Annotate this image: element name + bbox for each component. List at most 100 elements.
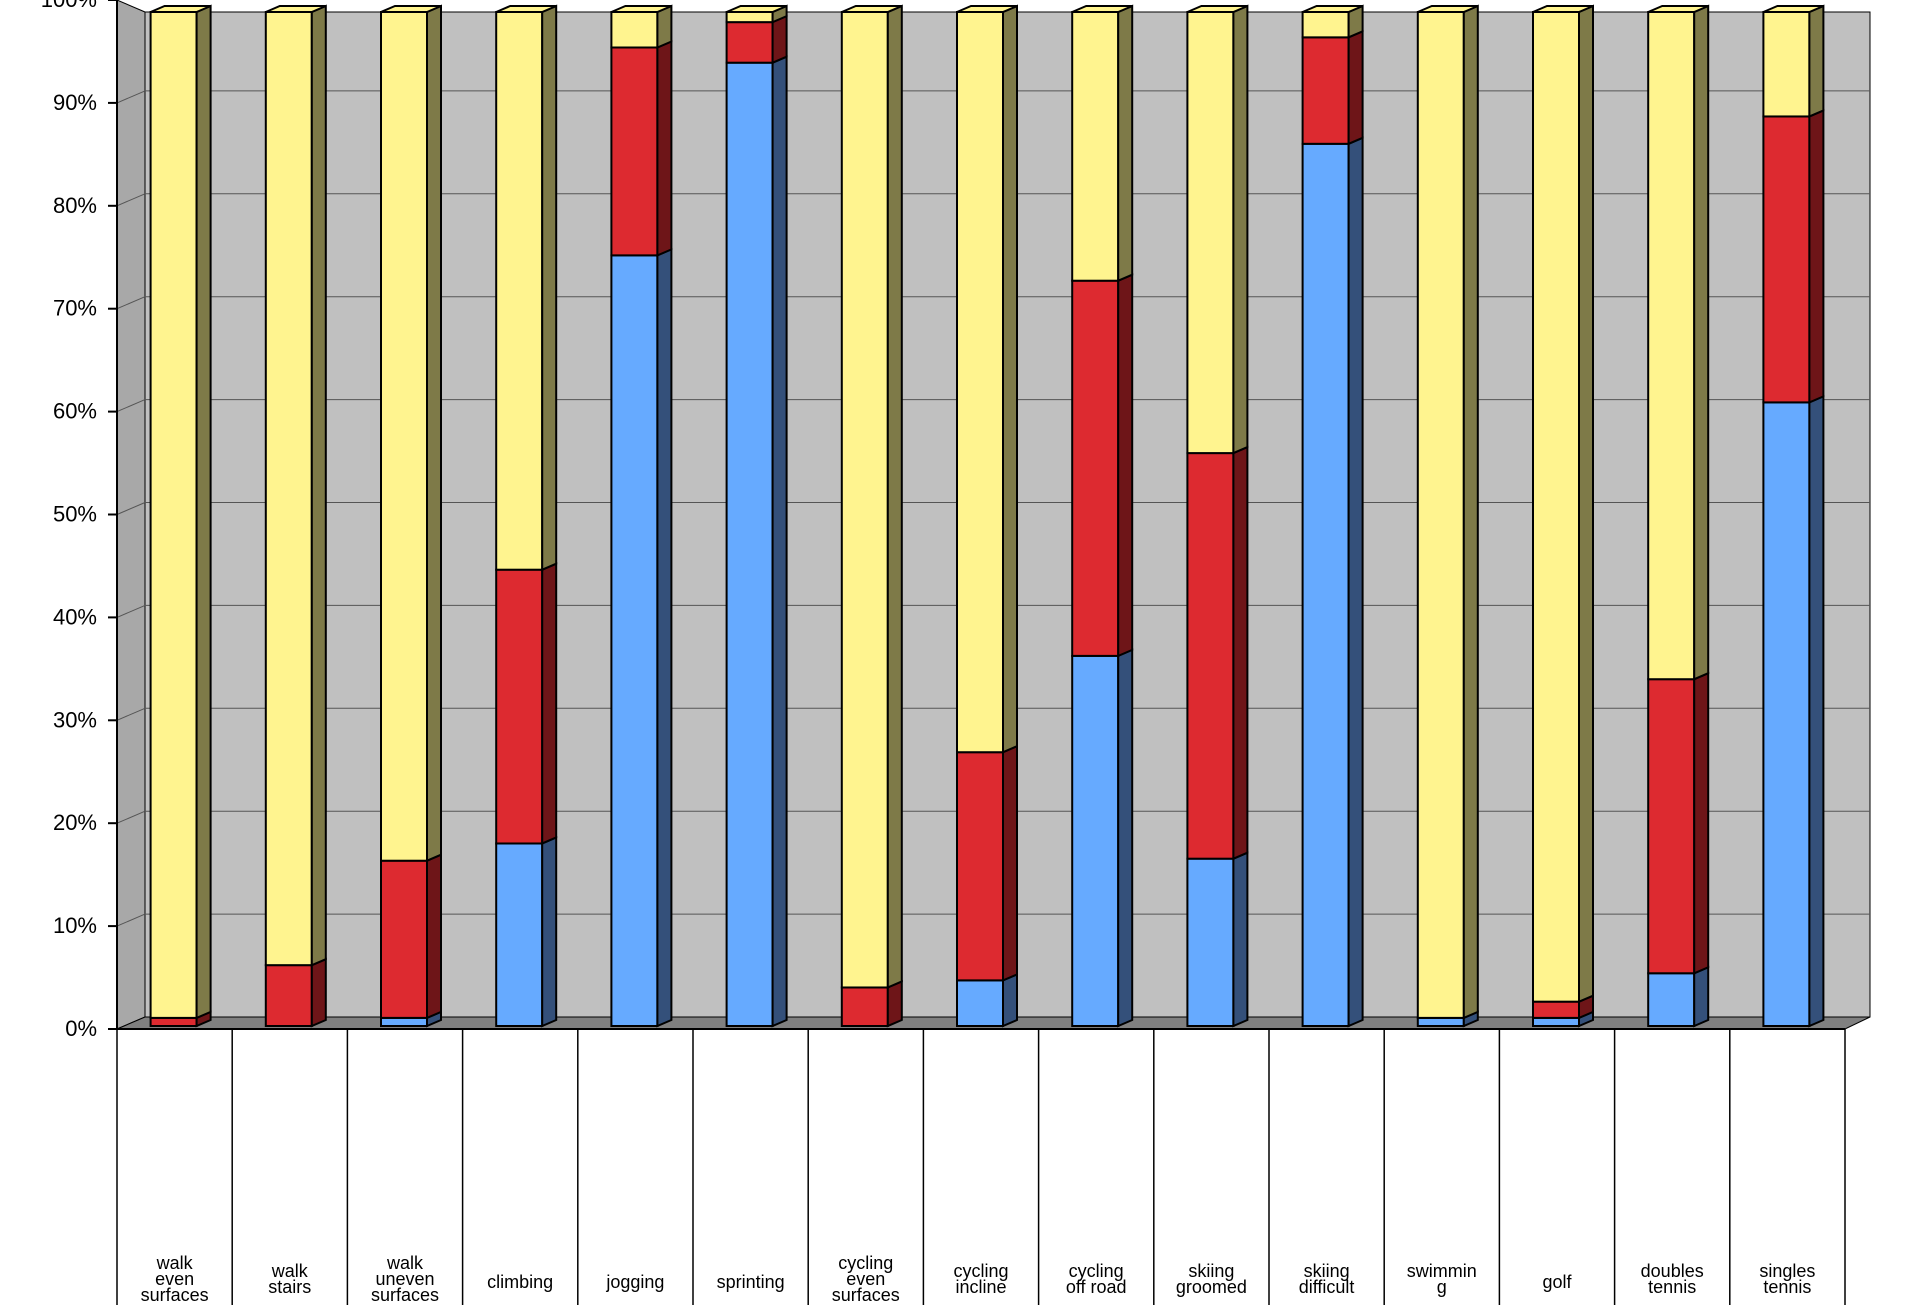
bar-segment — [264, 11, 313, 967]
bar-segment — [1532, 11, 1580, 1003]
bar-top — [1647, 5, 1709, 13]
axes — [108, 0, 1845, 1030]
y-tick-label: 0% — [65, 1016, 97, 1041]
bar-top — [150, 5, 211, 13]
bar-top — [1302, 5, 1363, 13]
side-wall — [116, 0, 146, 1030]
bar-segment-side — [195, 4, 212, 1020]
x-tick-label: cycling — [953, 1261, 1008, 1281]
bar-segment — [1301, 142, 1350, 1027]
x-tick-label: surfaces — [832, 1285, 900, 1305]
x-tick-label: stairs — [268, 1277, 311, 1297]
y-tick-label: 100% — [41, 0, 97, 12]
bar-segment-side — [656, 247, 673, 1028]
bar-segment-side — [310, 957, 327, 1028]
x-tick-label: difficult — [1299, 1277, 1355, 1297]
bar-segment — [149, 1016, 198, 1027]
bar-segment-side — [656, 39, 673, 257]
bar-segment-side — [1693, 965, 1710, 1028]
bars — [149, 4, 1825, 1028]
x-tick-label: surfaces — [371, 1285, 439, 1305]
bar-segment-side — [1693, 4, 1710, 681]
bar-segment — [1071, 11, 1120, 282]
bar-segment-side — [1002, 744, 1018, 982]
y-tick-label: 60% — [53, 399, 97, 424]
gridline-side — [116, 913, 146, 927]
x-tick-label: tennis — [1763, 1277, 1811, 1297]
bar-segment-side — [1117, 273, 1134, 658]
bar-segment — [380, 11, 428, 862]
bar-segment — [840, 986, 889, 1028]
bar-top — [495, 5, 557, 13]
x-tick-label: climbing — [487, 1272, 553, 1292]
x-tick-label: even — [155, 1269, 194, 1289]
x-tick-label: jogging — [605, 1272, 664, 1292]
bar-segment-side — [1347, 136, 1364, 1028]
bar-segment-side — [886, 4, 903, 989]
bar-segment — [1301, 11, 1350, 39]
bar-segment-side — [1808, 394, 1825, 1028]
bar-segment-side — [656, 4, 673, 50]
gridline-side — [116, 90, 146, 104]
y-axis-tick-labels: 0% 10% 20% 30% 40% 50% 60% 70% 80% 90% 100% — [41, 0, 97, 1041]
bar-segment — [1301, 36, 1350, 145]
x-tick-label: tennis — [1648, 1277, 1696, 1297]
bar-segment — [956, 11, 1004, 754]
bar-segment — [1186, 11, 1235, 455]
x-tick-label: golf — [1542, 1272, 1572, 1292]
bar-segment — [610, 11, 659, 49]
bar-top — [611, 5, 672, 13]
x-tick-label: cycling — [1069, 1261, 1124, 1281]
gridline-side — [116, 296, 146, 310]
bar-top — [841, 5, 903, 13]
bar-segment-side — [426, 4, 442, 863]
x-tick-label: g — [1437, 1277, 1447, 1297]
bar-top — [726, 5, 787, 13]
bar-segment — [1647, 678, 1696, 975]
bar-segment — [264, 964, 313, 1027]
bar-segment — [495, 11, 544, 571]
x-tick-label: sprinting — [717, 1272, 785, 1292]
bar-segment-side — [1462, 4, 1479, 1020]
x-tick-label: groomed — [1176, 1277, 1247, 1297]
bar-segment — [1647, 972, 1696, 1027]
bar-top — [1532, 5, 1594, 13]
x-tick-label: cycling — [838, 1253, 893, 1273]
y-tick-label: 80% — [53, 193, 97, 218]
bar-top — [1417, 5, 1479, 13]
bar-segment — [1186, 857, 1235, 1027]
x-tick-label: uneven — [375, 1269, 434, 1289]
bar-segment — [610, 46, 659, 257]
bar-segment-side — [1693, 671, 1710, 975]
bar-segment-side — [1232, 445, 1249, 861]
bar-segment — [956, 751, 1004, 982]
bar-segment-side — [1232, 851, 1249, 1028]
bar-top — [956, 5, 1018, 13]
bar-top — [1071, 5, 1133, 13]
bar-top — [1763, 5, 1824, 13]
gridline-side — [116, 193, 146, 207]
bar-segment — [149, 11, 198, 1019]
bar-segment — [1071, 654, 1120, 1027]
y-tick-label: 90% — [53, 90, 97, 115]
x-tick-label: walk — [386, 1253, 424, 1273]
y-tick-label: 20% — [53, 810, 97, 835]
y-tick-label: 30% — [53, 707, 97, 732]
bar-segment — [1532, 1000, 1580, 1019]
bar-segment — [1647, 11, 1696, 681]
x-tick-label: walk — [156, 1253, 194, 1273]
bar-segment-side — [771, 14, 788, 65]
x-tick-label: walk — [271, 1261, 309, 1281]
bar-segment — [495, 842, 544, 1027]
x-tick-label: off road — [1066, 1277, 1127, 1297]
bar-segment — [1762, 11, 1811, 118]
bar-segment — [380, 1016, 428, 1027]
bar-segment-side — [310, 4, 327, 967]
bar-segment — [956, 979, 1004, 1027]
bar-segment-side — [426, 853, 442, 1020]
bar-segment-side — [1578, 4, 1594, 1004]
bar-segment — [1532, 1016, 1580, 1027]
bar-segment-side — [1808, 4, 1825, 118]
bar-segment-side — [1347, 29, 1364, 146]
